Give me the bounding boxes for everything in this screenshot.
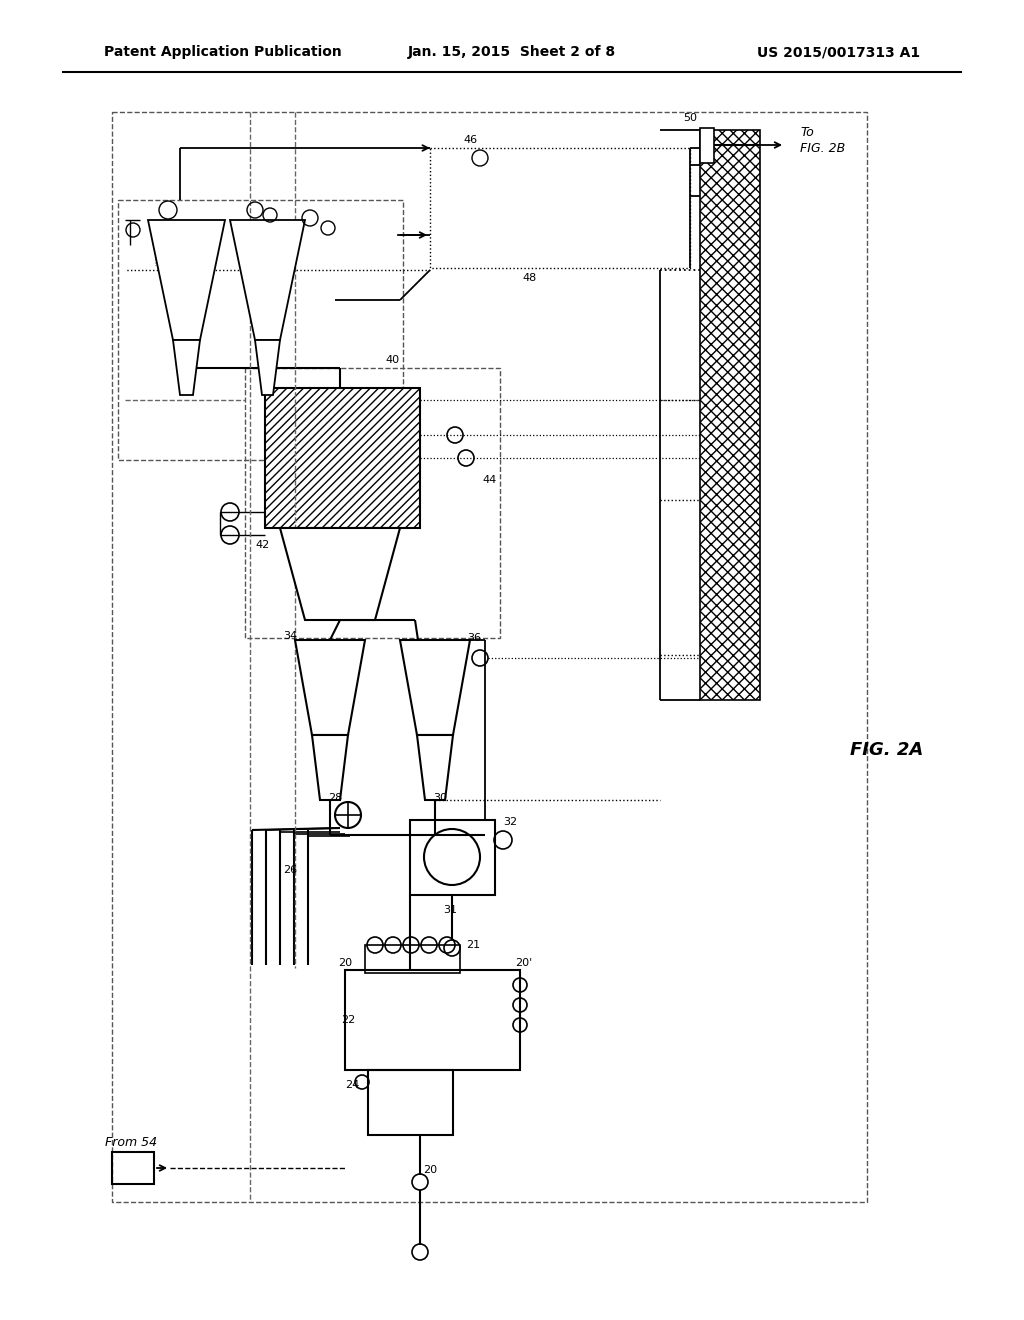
Text: 24: 24 (345, 1080, 359, 1090)
Text: FIG. 2B: FIG. 2B (800, 141, 845, 154)
Bar (155, 224, 215, 265)
Polygon shape (280, 528, 400, 620)
Polygon shape (417, 735, 453, 800)
Polygon shape (295, 640, 365, 735)
Text: 34: 34 (283, 631, 297, 642)
Text: US 2015/0017313 A1: US 2015/0017313 A1 (757, 45, 920, 59)
Bar (265, 388, 420, 528)
Polygon shape (230, 220, 305, 341)
Text: 28: 28 (328, 793, 342, 803)
Bar (700, 129, 760, 700)
Text: 26: 26 (283, 865, 297, 875)
Text: 30: 30 (433, 793, 447, 803)
Bar (368, 1071, 453, 1135)
Text: 40: 40 (385, 355, 399, 366)
Bar (345, 970, 520, 1071)
Text: 36: 36 (467, 634, 481, 643)
Polygon shape (400, 640, 470, 735)
Bar (112, 1152, 154, 1184)
Text: 42: 42 (256, 540, 270, 550)
Text: From 54: From 54 (105, 1137, 157, 1150)
Bar (700, 128, 714, 162)
Polygon shape (255, 341, 280, 395)
Text: 46: 46 (463, 135, 477, 145)
Text: Patent Application Publication: Patent Application Publication (104, 45, 342, 59)
Bar (410, 820, 495, 895)
Text: 20: 20 (423, 1166, 437, 1175)
Polygon shape (312, 735, 348, 800)
Text: FIG. 2A: FIG. 2A (850, 741, 924, 759)
Text: 50: 50 (683, 114, 697, 123)
Text: 22: 22 (341, 1015, 355, 1026)
Bar (112, 112, 867, 1203)
Text: 21: 21 (466, 940, 480, 950)
Text: 32: 32 (503, 817, 517, 828)
Text: Jan. 15, 2015  Sheet 2 of 8: Jan. 15, 2015 Sheet 2 of 8 (408, 45, 616, 59)
Text: 48: 48 (523, 273, 538, 282)
Text: To: To (800, 127, 814, 140)
Bar (118, 201, 403, 459)
Bar (430, 148, 690, 268)
Bar (365, 945, 460, 973)
Polygon shape (173, 341, 200, 395)
Polygon shape (148, 220, 225, 341)
Text: 44: 44 (483, 475, 497, 484)
Text: 20: 20 (338, 958, 352, 968)
Text: 20': 20' (515, 958, 532, 968)
Bar (245, 368, 500, 638)
Text: 31: 31 (443, 906, 457, 915)
